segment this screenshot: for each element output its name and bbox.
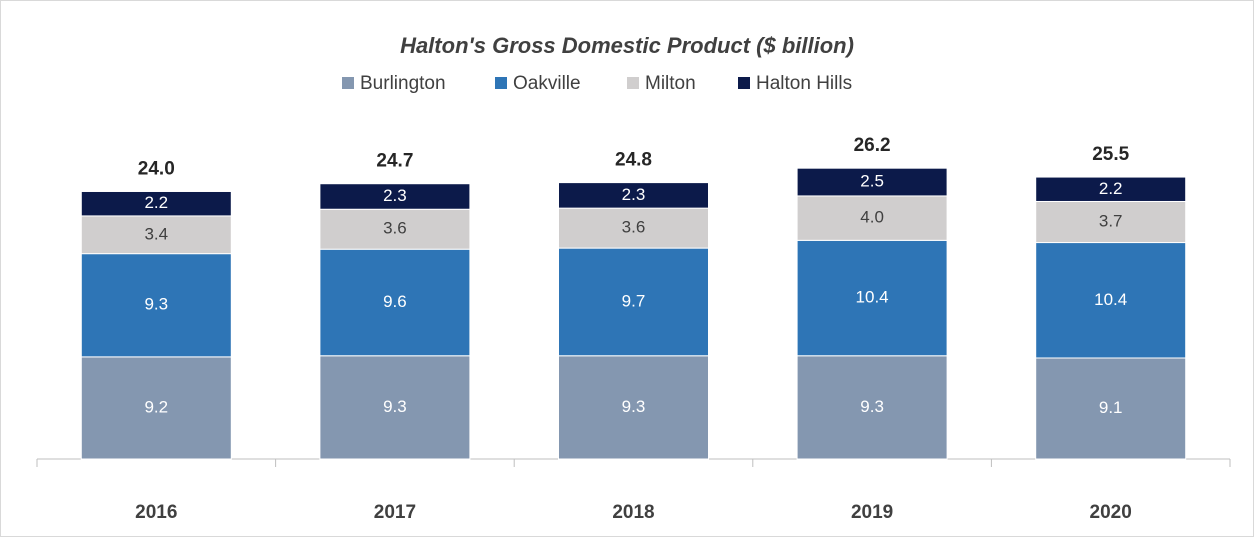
x-tick-label: 2020	[1090, 502, 1132, 523]
total-label: 24.0	[138, 159, 175, 180]
legend-swatch	[342, 77, 354, 89]
legend-swatch	[627, 77, 639, 89]
data-label: 10.4	[856, 288, 889, 307]
bar-segment	[80, 215, 232, 255]
bar-segment	[319, 355, 471, 460]
data-label: 9.1	[1099, 398, 1123, 417]
data-label: 3.4	[144, 224, 168, 243]
legend-label: Halton Hills	[756, 73, 852, 94]
data-label: 3.6	[383, 219, 407, 238]
bar-segment	[796, 195, 948, 241]
bar-segment	[319, 183, 471, 210]
bar-segment	[558, 247, 709, 357]
legend-label: Burlington	[360, 73, 446, 94]
bar-segment	[796, 239, 948, 357]
bar-segment	[80, 253, 232, 358]
data-label: 2.3	[383, 186, 407, 205]
bar-segment	[1035, 242, 1187, 359]
total-label: 24.8	[615, 150, 652, 171]
data-label: 9.3	[622, 397, 646, 416]
bar-segment	[1035, 200, 1187, 244]
bar-segment	[796, 167, 948, 197]
bar-segment	[796, 355, 948, 460]
total-label: 24.7	[376, 151, 413, 172]
bar-segment	[558, 355, 709, 460]
data-label: 2.2	[144, 193, 168, 212]
data-label: 9.3	[383, 397, 407, 416]
bar-segment	[80, 356, 232, 460]
total-label: 25.5	[1092, 144, 1129, 165]
data-label: 2.5	[860, 172, 884, 191]
data-label: 2.2	[1099, 179, 1123, 198]
legend-swatch	[738, 77, 750, 89]
chart-title: Halton's Gross Domestic Product ($ billi…	[400, 33, 854, 58]
x-tick-label: 2018	[612, 502, 654, 523]
data-label: 9.6	[383, 292, 407, 311]
data-label: 4.0	[860, 208, 884, 227]
data-label: 10.4	[1094, 290, 1127, 309]
bar-segment	[558, 207, 709, 249]
data-label: 3.7	[1099, 211, 1123, 230]
total-label: 26.2	[854, 135, 891, 156]
data-label: 9.3	[144, 295, 168, 314]
bar-segment	[558, 182, 709, 209]
x-tick-label: 2019	[851, 502, 893, 523]
data-label: 3.6	[622, 218, 646, 237]
legend-label: Milton	[645, 73, 696, 94]
bar-segment	[319, 248, 471, 357]
data-label: 9.2	[144, 397, 168, 416]
data-label: 9.3	[860, 397, 884, 416]
legend-swatch	[495, 77, 507, 89]
data-label: 2.3	[622, 185, 646, 204]
data-label: 9.7	[622, 291, 646, 310]
x-tick-label: 2017	[374, 502, 416, 523]
bar-segment	[319, 208, 471, 250]
bar-segment	[80, 190, 232, 217]
x-tick-label: 2016	[135, 502, 177, 523]
bar-segment	[1035, 357, 1187, 460]
legend-label: Oakville	[513, 73, 581, 94]
bar-segment	[1035, 176, 1187, 202]
